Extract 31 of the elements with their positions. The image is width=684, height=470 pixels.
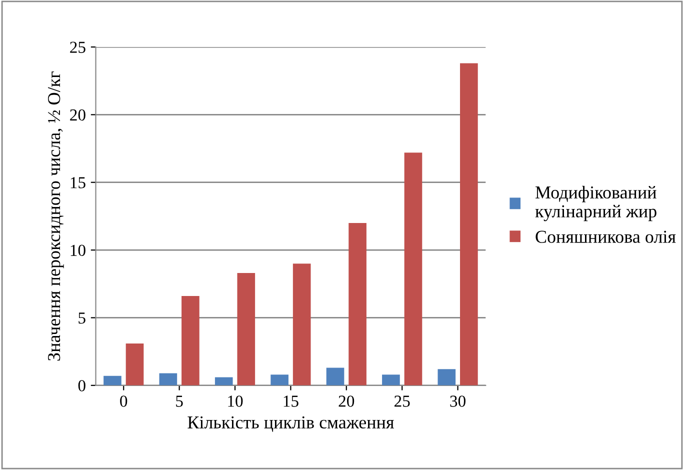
y-tick-label: 20 bbox=[70, 109, 86, 121]
bar bbox=[292, 264, 311, 386]
bar bbox=[348, 222, 366, 386]
bar bbox=[270, 374, 288, 386]
y-tick-label: 5 bbox=[78, 312, 86, 324]
y-tick-label: 25 bbox=[70, 42, 86, 53]
bar bbox=[182, 296, 200, 386]
x-tick-label: 20 bbox=[338, 396, 354, 407]
legend-label: Соняшникова олія bbox=[536, 230, 676, 243]
y-tick-label: 0 bbox=[78, 380, 86, 392]
x-tick-label: 15 bbox=[284, 396, 298, 407]
x-tick-label: 30 bbox=[450, 396, 466, 407]
bar bbox=[460, 63, 478, 386]
x-axis-title: Кількість циклів смаження bbox=[188, 416, 394, 432]
x-tick-label: 25 bbox=[394, 396, 410, 407]
bar bbox=[104, 376, 122, 386]
bar bbox=[159, 373, 178, 386]
y-tick-label: 15 bbox=[70, 177, 86, 188]
bar bbox=[438, 369, 456, 386]
y-axis-title: Значення пероксидного числа, ½ О/кг bbox=[48, 71, 64, 361]
x-tick-label: 10 bbox=[228, 396, 243, 407]
bar bbox=[126, 343, 144, 386]
x-tick-label: 0 bbox=[120, 396, 128, 407]
y-tick-label: 10 bbox=[70, 244, 86, 256]
bar bbox=[237, 273, 256, 386]
x-tick-label: 5 bbox=[176, 396, 183, 407]
legend-label: Модифікований кулінарний жир bbox=[535, 186, 656, 222]
bar bbox=[382, 374, 400, 386]
bar bbox=[404, 152, 422, 386]
bar bbox=[214, 377, 233, 386]
bar bbox=[326, 368, 344, 386]
